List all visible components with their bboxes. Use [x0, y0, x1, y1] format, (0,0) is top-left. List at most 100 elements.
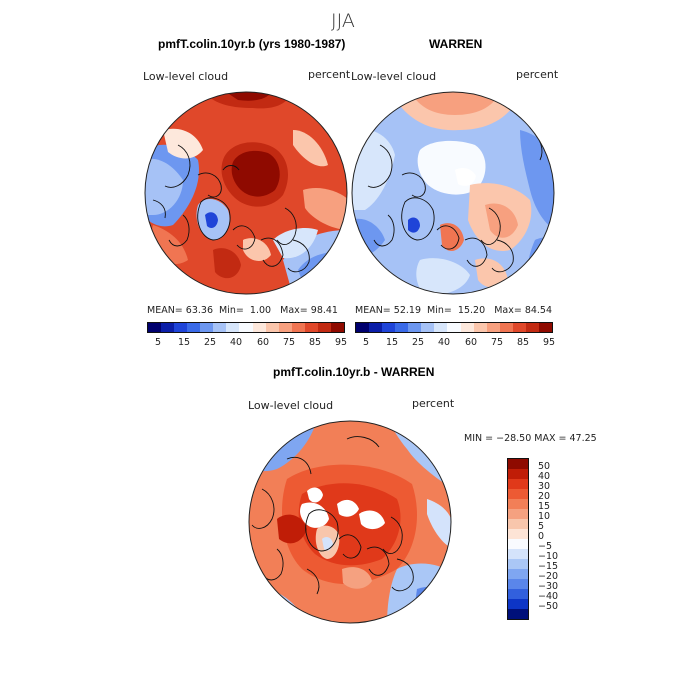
panel2-cb-tick-label: 5	[363, 337, 370, 348]
colorbar-swatch	[508, 499, 528, 509]
colorbar-swatch	[538, 323, 552, 332]
page-title: JJA	[331, 10, 355, 32]
colorbar-swatch	[508, 529, 528, 539]
colorbar-swatch	[304, 323, 318, 332]
panel3-cb-label: 20	[538, 491, 551, 502]
colorbar-swatch	[239, 323, 253, 332]
colorbar-swatch	[213, 323, 227, 332]
panel3-cb-label: −30	[538, 581, 559, 592]
panel1-colorbar	[147, 322, 345, 333]
colorbar-swatch	[356, 323, 370, 332]
panel3-cb-label: 30	[538, 481, 551, 492]
panel3-cb-label: −20	[538, 571, 559, 582]
panel1-cb-tick-label: 25	[204, 337, 217, 348]
panel1-field-label: Low-level cloud	[143, 70, 229, 83]
colorbar-swatch	[278, 323, 292, 332]
panel2-cb-tick-label: 75	[491, 337, 504, 348]
panel1-title: pmfT.colin.10yr.b (yrs 1980-1987)	[158, 37, 346, 51]
colorbar-swatch	[508, 509, 528, 519]
colorbar-swatch	[508, 579, 528, 589]
colorbar-swatch	[187, 323, 201, 332]
panel2-cb-tick-label: 25	[412, 337, 425, 348]
colorbar-swatch	[508, 489, 528, 499]
colorbar-swatch	[508, 459, 528, 469]
panel1-cb-tick-label: 60	[257, 337, 270, 348]
colorbar-swatch	[508, 589, 528, 599]
colorbar-swatch	[148, 323, 162, 332]
colorbar-swatch	[508, 479, 528, 489]
colorbar-swatch	[252, 323, 266, 332]
colorbar-swatch	[369, 323, 383, 332]
colorbar-swatch	[408, 323, 422, 332]
colorbar-swatch	[473, 323, 487, 332]
colorbar-swatch	[508, 569, 528, 579]
panel1-colorbar-swatches	[147, 322, 345, 333]
panel3-cb-label: −50	[538, 601, 559, 612]
colorbar-swatch	[265, 323, 279, 332]
panel3-cb-label: 15	[538, 501, 551, 512]
panel3-cb-label: −10	[538, 551, 559, 562]
colorbar-swatch	[508, 559, 528, 569]
panel3-min-max: MIN = −28.50 MAX = 47.25	[464, 433, 597, 444]
panel3-cb-label: −5	[538, 541, 553, 552]
panel2-cb-tick-label: 60	[465, 337, 478, 348]
colorbar-swatch	[317, 323, 331, 332]
panel2-stats: MEAN= 52.19 Min= 15.20 Max= 84.54	[355, 305, 553, 316]
panel2-cb-tick-label: 85	[517, 337, 530, 348]
panel2-colorbar-swatches	[355, 322, 553, 333]
panel1-cb-tick-label: 95	[335, 337, 348, 348]
panel3-cb-label: 0	[538, 531, 545, 542]
panel1-polar-map	[144, 91, 348, 295]
colorbar-swatch	[226, 323, 240, 332]
colorbar-swatch	[174, 323, 188, 332]
panel3-units: percent	[412, 397, 455, 410]
panel2-field-label: Low-level cloud	[351, 70, 437, 83]
panel1-stats: MEAN= 63.36 Min= 1.00 Max= 98.41	[147, 305, 338, 316]
panel3-polar-map	[248, 420, 452, 624]
colorbar-swatch	[512, 323, 526, 332]
panel2-cb-tick-label: 15	[386, 337, 399, 348]
colorbar-swatch	[508, 469, 528, 479]
panel3-colorbar-swatches	[507, 458, 529, 620]
colorbar-swatch	[161, 323, 175, 332]
panel2-title: WARREN	[429, 37, 483, 51]
panel2-colorbar-ticks: 5 15 25 40 60 75 85 95	[355, 337, 556, 351]
panel1-cb-tick-label: 40	[230, 337, 243, 348]
panel1-cb-tick-label: 75	[283, 337, 296, 348]
panel3-title: pmfT.colin.10yr.b - WARREN	[273, 365, 435, 379]
colorbar-swatch	[421, 323, 435, 332]
panel2-mean-value: 52.19	[393, 305, 421, 316]
colorbar-swatch	[508, 539, 528, 549]
panel1-min-value: 1.00	[249, 305, 272, 316]
panel3-colorbar-labels: 50 40 30 20 15 10 5 0 −5 −10 −15 −20 −30…	[538, 461, 578, 621]
panel1-max-value: 98.41	[310, 305, 338, 316]
panel1-mean-value: 63.36	[185, 305, 213, 316]
colorbar-swatch	[447, 323, 461, 332]
colorbar-swatch	[499, 323, 513, 332]
panel3-field-label: Low-level cloud	[248, 399, 334, 412]
panel3-cb-label: 10	[538, 511, 551, 522]
panel3-cb-label: 50	[538, 461, 551, 472]
panel2-colorbar	[355, 322, 553, 333]
panel3-cb-label: −40	[538, 591, 559, 602]
colorbar-swatch	[508, 609, 528, 619]
colorbar-swatch	[508, 549, 528, 559]
colorbar-swatch	[291, 323, 305, 332]
colorbar-swatch	[508, 519, 528, 529]
colorbar-swatch	[395, 323, 409, 332]
colorbar-swatch	[508, 599, 528, 609]
panel3-cb-label: 5	[538, 521, 545, 532]
colorbar-swatch	[525, 323, 539, 332]
panel2-cb-tick-label: 95	[543, 337, 556, 348]
panel1-units: percent	[308, 68, 351, 81]
panel1-cb-tick-label: 85	[309, 337, 322, 348]
panel2-cb-tick-label: 40	[438, 337, 451, 348]
panel1-cb-tick-label: 15	[178, 337, 191, 348]
colorbar-swatch	[434, 323, 448, 332]
panel3-cb-label: −15	[538, 561, 559, 572]
panel2-units: percent	[516, 68, 559, 81]
colorbar-swatch	[382, 323, 396, 332]
panel3-cb-label: 40	[538, 471, 551, 482]
panel1-cb-tick-label: 5	[155, 337, 162, 348]
